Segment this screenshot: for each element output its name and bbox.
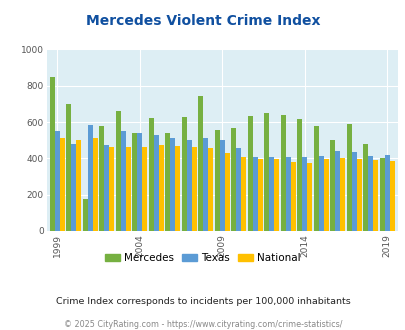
Text: Crime Index corresponds to incidents per 100,000 inhabitants: Crime Index corresponds to incidents per… bbox=[55, 297, 350, 307]
Bar bbox=[252, 157, 257, 231]
Bar bbox=[269, 156, 273, 231]
Bar bbox=[99, 126, 104, 231]
Bar bbox=[66, 104, 71, 231]
Bar bbox=[203, 138, 208, 231]
Bar bbox=[285, 156, 290, 231]
Bar bbox=[257, 159, 262, 231]
Legend: Mercedes, Texas, National: Mercedes, Texas, National bbox=[101, 249, 304, 267]
Bar bbox=[83, 199, 88, 231]
Bar bbox=[264, 113, 269, 231]
Bar bbox=[186, 140, 191, 231]
Bar bbox=[191, 147, 196, 231]
Bar bbox=[356, 159, 361, 231]
Bar bbox=[149, 118, 153, 231]
Bar bbox=[339, 158, 344, 231]
Bar bbox=[290, 162, 295, 231]
Bar bbox=[109, 147, 114, 231]
Text: Mercedes Violent Crime Index: Mercedes Violent Crime Index bbox=[85, 15, 320, 28]
Bar bbox=[165, 133, 170, 231]
Bar bbox=[60, 138, 65, 231]
Bar bbox=[231, 127, 236, 231]
Bar bbox=[55, 131, 60, 231]
Bar bbox=[198, 96, 203, 231]
Bar bbox=[132, 133, 137, 231]
Bar bbox=[313, 126, 318, 231]
Bar bbox=[301, 157, 307, 231]
Bar bbox=[367, 156, 372, 231]
Bar bbox=[241, 157, 245, 231]
Bar bbox=[351, 152, 356, 231]
Bar bbox=[389, 161, 394, 231]
Bar bbox=[181, 116, 186, 231]
Bar bbox=[71, 144, 76, 231]
Bar bbox=[219, 140, 224, 231]
Bar bbox=[104, 145, 109, 231]
Bar bbox=[296, 119, 301, 231]
Bar bbox=[116, 111, 121, 231]
Bar bbox=[158, 145, 163, 231]
Bar bbox=[384, 155, 389, 231]
Bar bbox=[335, 151, 339, 231]
Bar bbox=[153, 135, 158, 231]
Bar bbox=[372, 160, 377, 231]
Bar bbox=[50, 77, 55, 231]
Bar bbox=[280, 115, 285, 231]
Bar bbox=[76, 140, 81, 231]
Bar bbox=[142, 147, 147, 231]
Bar bbox=[329, 140, 335, 231]
Bar bbox=[175, 146, 180, 231]
Bar bbox=[346, 124, 351, 231]
Bar bbox=[93, 138, 98, 231]
Bar bbox=[307, 163, 311, 231]
Bar bbox=[214, 130, 219, 231]
Bar bbox=[88, 125, 93, 231]
Bar bbox=[224, 153, 229, 231]
Bar bbox=[170, 138, 175, 231]
Bar bbox=[247, 116, 252, 231]
Bar bbox=[137, 133, 142, 231]
Bar bbox=[208, 148, 213, 231]
Bar bbox=[236, 148, 241, 231]
Bar bbox=[323, 159, 328, 231]
Bar bbox=[121, 131, 126, 231]
Bar bbox=[318, 156, 323, 231]
Bar bbox=[379, 158, 384, 231]
Bar bbox=[273, 159, 279, 231]
Bar bbox=[126, 147, 130, 231]
Bar bbox=[362, 144, 367, 231]
Text: © 2025 CityRating.com - https://www.cityrating.com/crime-statistics/: © 2025 CityRating.com - https://www.city… bbox=[64, 319, 341, 329]
